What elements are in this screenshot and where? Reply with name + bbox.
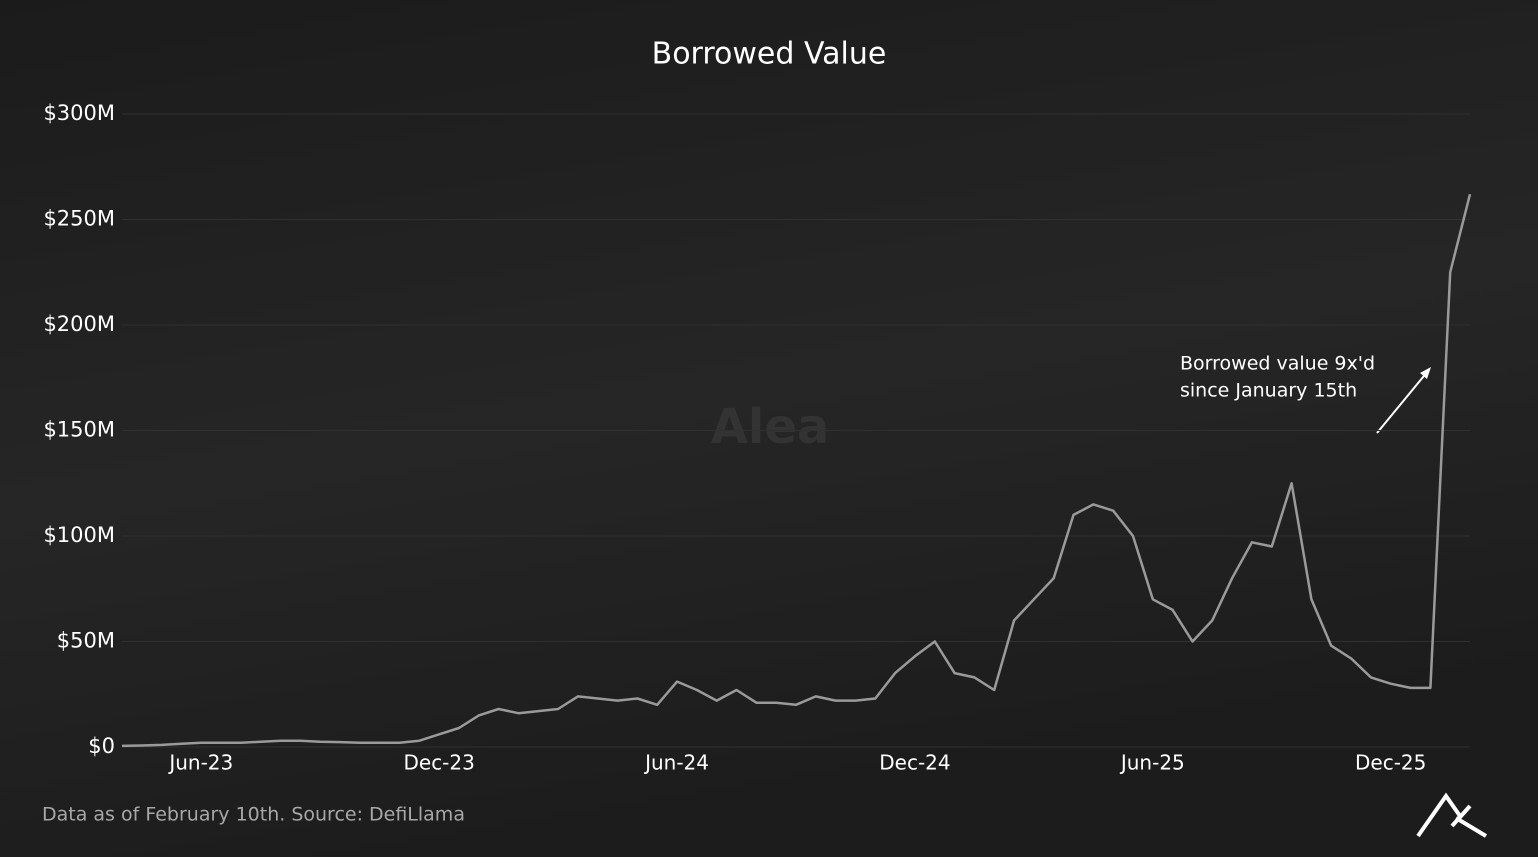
watermark: Alea bbox=[711, 399, 830, 455]
chart-title: Borrowed Value bbox=[652, 37, 887, 72]
logo bbox=[1416, 792, 1488, 838]
y-tick-label: $300M bbox=[43, 101, 115, 125]
x-tick-label: Dec-23 bbox=[403, 751, 474, 775]
y-tick-label: $50M bbox=[57, 629, 115, 653]
arrow-head bbox=[1420, 367, 1431, 379]
y-tick-label: $100M bbox=[43, 523, 115, 547]
annotation: since January 15th bbox=[1180, 380, 1357, 402]
data-line bbox=[121, 193, 1472, 748]
y-tick-label: $200M bbox=[43, 312, 115, 336]
x-tick-label: Jun-23 bbox=[167, 751, 233, 775]
x-tick-label: Jun-24 bbox=[643, 751, 709, 775]
y-tick-label: $150M bbox=[43, 418, 115, 442]
annotation: Borrowed value 9x'd bbox=[1180, 353, 1375, 375]
source-note: Data as of February 10th. Source: DefiLl… bbox=[42, 804, 465, 826]
annotation-arrow bbox=[1376, 370, 1429, 434]
x-tick-label: Dec-25 bbox=[1355, 751, 1426, 775]
plot-area: $0 $50M $100M $150M $200M $250M $300M Jun-23 Dec… bbox=[43, 101, 1472, 775]
x-tick-label: Jun-25 bbox=[1119, 751, 1185, 775]
y-tick-label: $0 bbox=[88, 734, 115, 758]
y-tick-label: $250M bbox=[43, 207, 115, 231]
x-tick-label: Dec-24 bbox=[879, 751, 950, 775]
